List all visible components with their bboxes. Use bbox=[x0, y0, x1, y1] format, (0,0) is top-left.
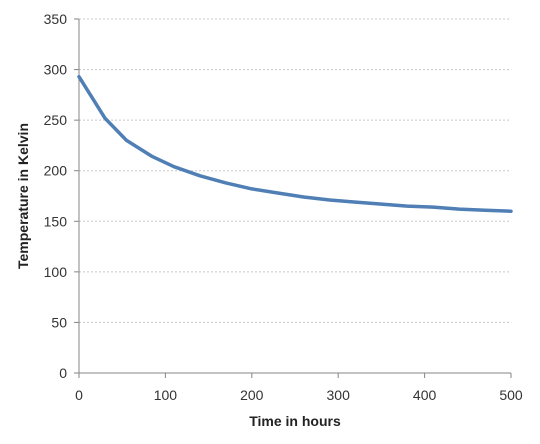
y-tick-label: 350 bbox=[44, 11, 68, 27]
y-tick-label: 300 bbox=[44, 62, 68, 78]
x-tick-label: 200 bbox=[240, 387, 264, 403]
y-tick-label: 100 bbox=[44, 264, 68, 280]
x-tick-label: 300 bbox=[327, 387, 351, 403]
y-axis-title: Temperature in Kelvin bbox=[15, 123, 31, 269]
x-tick-label: 0 bbox=[75, 387, 83, 403]
gridlines bbox=[79, 18, 511, 323]
tick-labels: 0 50 100 150 200 250 300 350 0 100 200 300 400 500 bbox=[44, 11, 523, 403]
y-tick-label: 200 bbox=[44, 163, 68, 179]
series-layer bbox=[77, 74, 513, 213]
y-tick-label: 250 bbox=[44, 112, 68, 128]
x-tick-label: 400 bbox=[413, 387, 437, 403]
y-tick-label: 50 bbox=[51, 314, 67, 330]
y-tick-label: 150 bbox=[44, 213, 68, 229]
y-tick-label: 0 bbox=[59, 365, 67, 381]
x-tick-label: 100 bbox=[154, 387, 178, 403]
x-axis-title: Time in hours bbox=[249, 413, 341, 429]
series-line-0 bbox=[77, 74, 513, 213]
x-tick-label: 500 bbox=[499, 387, 523, 403]
axes bbox=[74, 18, 512, 378]
